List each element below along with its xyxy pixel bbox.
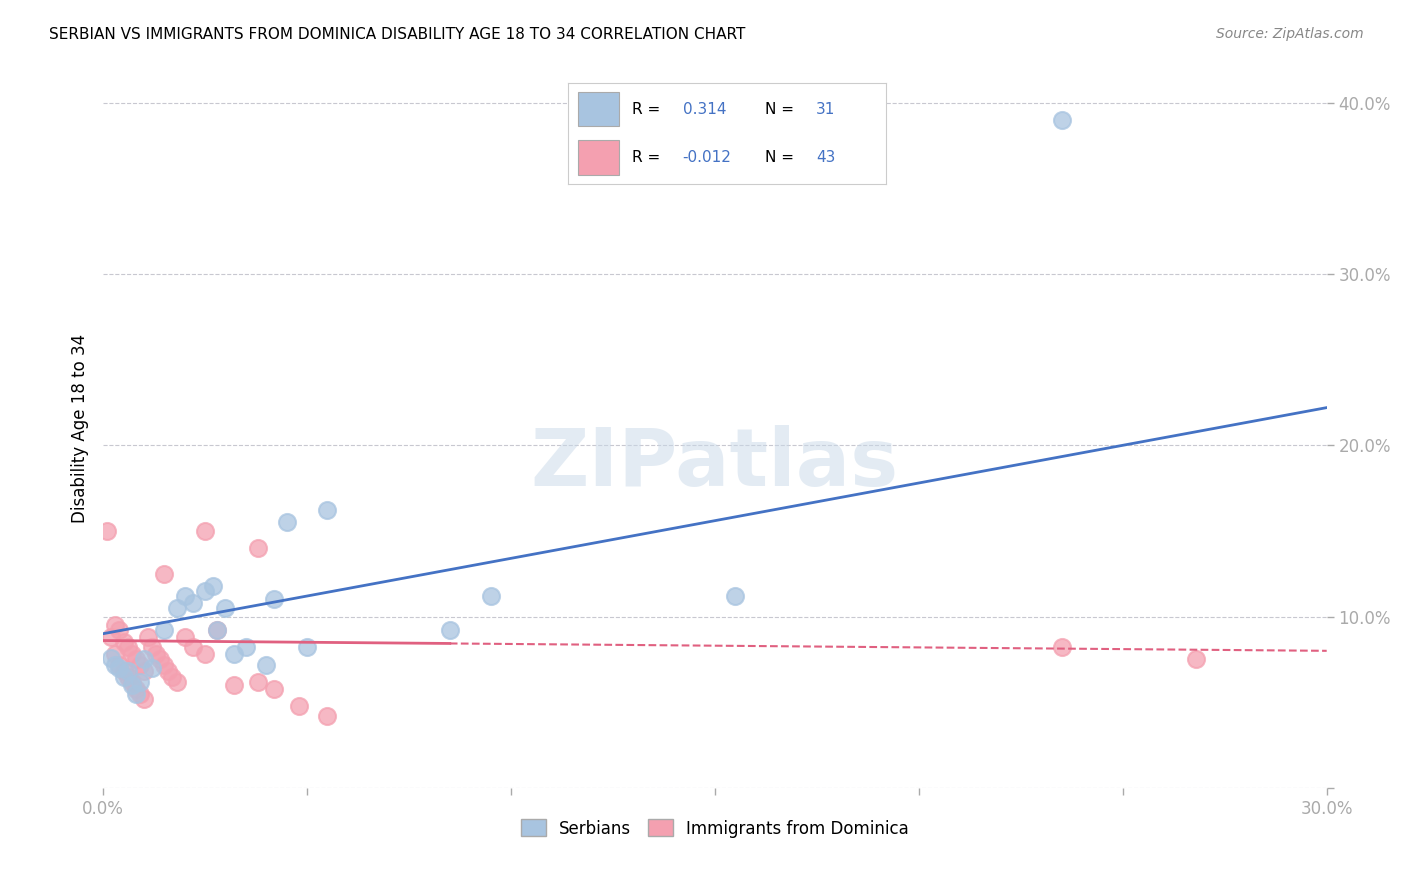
Point <box>108 624 131 638</box>
Point <box>121 678 143 692</box>
Text: ZIPatlas: ZIPatlas <box>531 425 898 503</box>
Text: SERBIAN VS IMMIGRANTS FROM DOMINICA DISABILITY AGE 18 TO 34 CORRELATION CHART: SERBIAN VS IMMIGRANTS FROM DOMINICA DISA… <box>49 27 745 42</box>
Point <box>247 674 270 689</box>
Text: Source: ZipAtlas.com: Source: ZipAtlas.com <box>1216 27 1364 41</box>
Point <box>479 589 502 603</box>
Point <box>112 669 135 683</box>
Point <box>235 640 257 655</box>
Point <box>439 624 461 638</box>
Point <box>104 657 127 672</box>
Point <box>104 618 127 632</box>
Point <box>121 674 143 689</box>
Point <box>207 624 229 638</box>
Point <box>108 661 131 675</box>
Point <box>128 657 150 672</box>
Point <box>153 657 176 672</box>
Point <box>108 657 131 672</box>
Point <box>104 647 127 661</box>
Point <box>207 624 229 638</box>
Point <box>288 698 311 713</box>
Y-axis label: Disability Age 18 to 34: Disability Age 18 to 34 <box>72 334 89 523</box>
Point <box>166 674 188 689</box>
Point <box>166 601 188 615</box>
Point <box>222 647 245 661</box>
Point <box>145 647 167 661</box>
Point <box>132 652 155 666</box>
Point <box>263 681 285 696</box>
Point <box>117 669 139 683</box>
Point <box>1050 640 1073 655</box>
Point <box>128 674 150 689</box>
Point <box>125 687 148 701</box>
Point <box>157 665 180 679</box>
Point <box>96 524 118 538</box>
Point <box>132 691 155 706</box>
Point <box>125 652 148 666</box>
Point <box>141 661 163 675</box>
Point <box>136 630 159 644</box>
Point <box>295 640 318 655</box>
Point <box>100 650 122 665</box>
Point <box>194 524 217 538</box>
Point <box>173 589 195 603</box>
Point <box>121 647 143 661</box>
Point <box>276 516 298 530</box>
Point <box>194 647 217 661</box>
Point <box>222 678 245 692</box>
Point <box>149 652 172 666</box>
Point <box>112 635 135 649</box>
Point <box>181 596 204 610</box>
Point <box>141 640 163 655</box>
Point <box>316 709 339 723</box>
Point <box>724 589 747 603</box>
Point <box>263 592 285 607</box>
Legend: Serbians, Immigrants from Dominica: Serbians, Immigrants from Dominica <box>515 813 915 844</box>
Point <box>194 583 217 598</box>
Point <box>254 657 277 672</box>
Point <box>173 630 195 644</box>
Point <box>181 640 204 655</box>
Point <box>132 665 155 679</box>
Point <box>247 541 270 555</box>
Point <box>117 640 139 655</box>
Point <box>214 601 236 615</box>
Point <box>316 503 339 517</box>
Point <box>1050 112 1073 127</box>
Point <box>162 669 184 683</box>
Point <box>202 579 225 593</box>
Point <box>100 630 122 644</box>
Point <box>128 687 150 701</box>
Point <box>153 624 176 638</box>
Point <box>125 681 148 696</box>
Point <box>117 665 139 679</box>
Point <box>112 665 135 679</box>
Point <box>1185 652 1208 666</box>
Point <box>153 566 176 581</box>
